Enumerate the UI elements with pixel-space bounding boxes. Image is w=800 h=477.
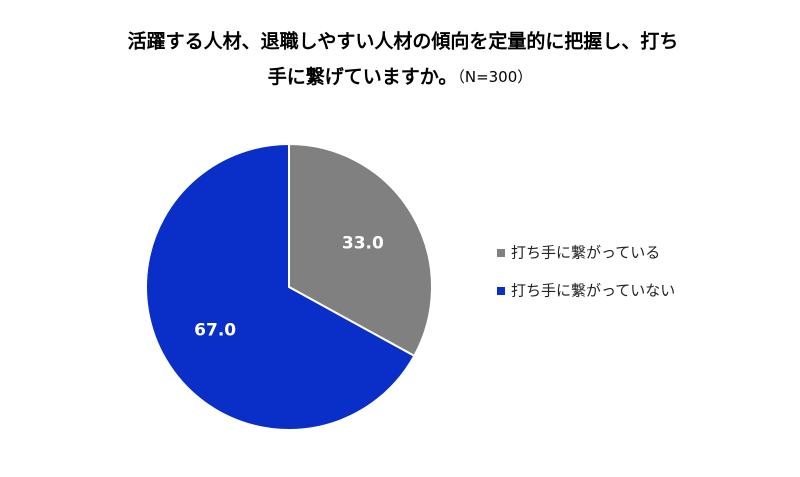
- pie-slice: [288, 142, 433, 358]
- legend-label: 打ち手に繋がっていない: [511, 282, 675, 300]
- chart-title: 活躍する人材、退職しやすい人材の傾向を定量的に把握し、打ち: [128, 30, 679, 53]
- data-label: 67.0: [194, 321, 236, 341]
- chart-title: 手に繋げていますか。: [268, 65, 458, 88]
- chart-title-line: 手に繋げていますか。（N=300）: [268, 65, 533, 88]
- legend-swatch: [497, 287, 505, 295]
- legend-label: 打ち手に繋がっている: [511, 244, 660, 262]
- pie-slice: [145, 142, 416, 431]
- chart-note: （N=300）: [457, 68, 532, 86]
- data-label: 33.0: [342, 233, 384, 253]
- legend-swatch: [497, 249, 505, 257]
